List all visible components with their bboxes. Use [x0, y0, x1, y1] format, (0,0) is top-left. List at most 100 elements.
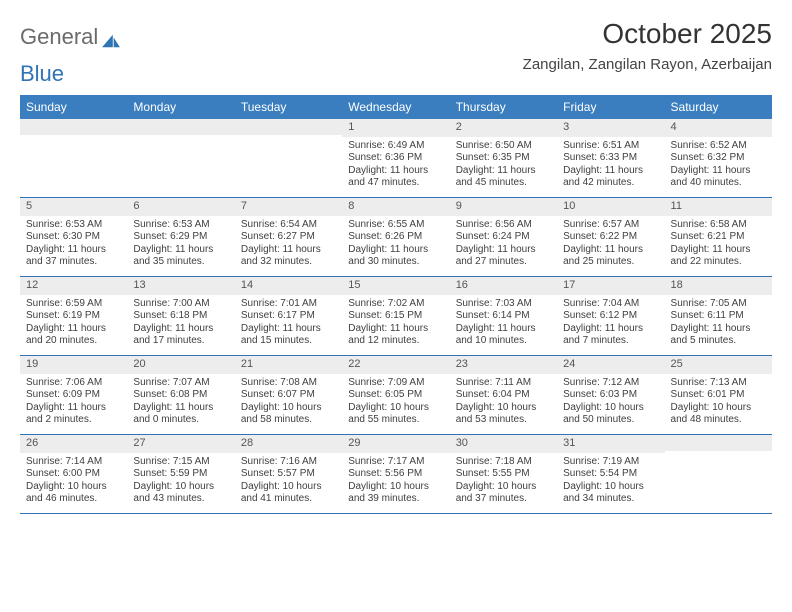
daylight-text: Daylight: 11 hours and 22 minutes.	[671, 244, 766, 269]
sunset-text: Sunset: 6:29 PM	[133, 231, 228, 244]
sunrise-text: Sunrise: 6:58 AM	[671, 219, 766, 232]
calendar-grid: SundayMondayTuesdayWednesdayThursdayFrid…	[20, 95, 772, 514]
week-row: 1Sunrise: 6:49 AMSunset: 6:36 PMDaylight…	[20, 119, 772, 198]
day-number: 27	[127, 435, 234, 453]
day-cell: 18Sunrise: 7:05 AMSunset: 6:11 PMDayligh…	[665, 277, 772, 355]
day-number: 24	[557, 356, 664, 374]
day-number: 7	[235, 198, 342, 216]
day-number: 14	[235, 277, 342, 295]
sunrise-text: Sunrise: 6:53 AM	[26, 219, 121, 232]
sunrise-text: Sunrise: 6:53 AM	[133, 219, 228, 232]
day-number: 6	[127, 198, 234, 216]
daylight-text: Daylight: 11 hours and 17 minutes.	[133, 323, 228, 348]
day-cell	[20, 119, 127, 197]
day-cell: 11Sunrise: 6:58 AMSunset: 6:21 PMDayligh…	[665, 198, 772, 276]
week-row: 26Sunrise: 7:14 AMSunset: 6:00 PMDayligh…	[20, 435, 772, 514]
sunrise-text: Sunrise: 7:18 AM	[456, 456, 551, 469]
day-body: Sunrise: 7:04 AMSunset: 6:12 PMDaylight:…	[557, 295, 664, 352]
sunrise-text: Sunrise: 7:04 AM	[563, 298, 658, 311]
day-cell: 7Sunrise: 6:54 AMSunset: 6:27 PMDaylight…	[235, 198, 342, 276]
sunset-text: Sunset: 6:12 PM	[563, 310, 658, 323]
sunset-text: Sunset: 6:21 PM	[671, 231, 766, 244]
day-body: Sunrise: 7:03 AMSunset: 6:14 PMDaylight:…	[450, 295, 557, 352]
sunrise-text: Sunrise: 6:54 AM	[241, 219, 336, 232]
day-number: 8	[342, 198, 449, 216]
day-cell: 24Sunrise: 7:12 AMSunset: 6:03 PMDayligh…	[557, 356, 664, 434]
sunset-text: Sunset: 6:04 PM	[456, 389, 551, 402]
day-number: 4	[665, 119, 772, 137]
brand-part2: Blue	[20, 61, 64, 87]
day-body: Sunrise: 6:49 AMSunset: 6:36 PMDaylight:…	[342, 137, 449, 194]
day-number: 19	[20, 356, 127, 374]
sunrise-text: Sunrise: 6:50 AM	[456, 140, 551, 153]
sunrise-text: Sunrise: 6:56 AM	[456, 219, 551, 232]
day-body: Sunrise: 6:53 AMSunset: 6:30 PMDaylight:…	[20, 216, 127, 273]
day-cell: 4Sunrise: 6:52 AMSunset: 6:32 PMDaylight…	[665, 119, 772, 197]
sunset-text: Sunset: 5:57 PM	[241, 468, 336, 481]
sunrise-text: Sunrise: 6:49 AM	[348, 140, 443, 153]
weekday-header: Tuesday	[235, 95, 342, 119]
weekday-header: Wednesday	[342, 95, 449, 119]
sunrise-text: Sunrise: 6:52 AM	[671, 140, 766, 153]
day-number: 30	[450, 435, 557, 453]
daylight-text: Daylight: 10 hours and 48 minutes.	[671, 402, 766, 427]
daylight-text: Daylight: 11 hours and 2 minutes.	[26, 402, 121, 427]
day-cell: 30Sunrise: 7:18 AMSunset: 5:55 PMDayligh…	[450, 435, 557, 513]
daylight-text: Daylight: 11 hours and 12 minutes.	[348, 323, 443, 348]
sunset-text: Sunset: 6:08 PM	[133, 389, 228, 402]
daylight-text: Daylight: 11 hours and 7 minutes.	[563, 323, 658, 348]
day-cell: 20Sunrise: 7:07 AMSunset: 6:08 PMDayligh…	[127, 356, 234, 434]
day-number	[235, 119, 342, 135]
weekday-header: Friday	[557, 95, 664, 119]
day-body	[127, 135, 234, 142]
sunset-text: Sunset: 6:00 PM	[26, 468, 121, 481]
day-body: Sunrise: 6:51 AMSunset: 6:33 PMDaylight:…	[557, 137, 664, 194]
day-cell: 29Sunrise: 7:17 AMSunset: 5:56 PMDayligh…	[342, 435, 449, 513]
daylight-text: Daylight: 11 hours and 15 minutes.	[241, 323, 336, 348]
daylight-text: Daylight: 10 hours and 37 minutes.	[456, 481, 551, 506]
sunrise-text: Sunrise: 6:51 AM	[563, 140, 658, 153]
day-cell: 3Sunrise: 6:51 AMSunset: 6:33 PMDaylight…	[557, 119, 664, 197]
sunrise-text: Sunrise: 7:09 AM	[348, 377, 443, 390]
sunrise-text: Sunrise: 7:08 AM	[241, 377, 336, 390]
daylight-text: Daylight: 11 hours and 5 minutes.	[671, 323, 766, 348]
sunset-text: Sunset: 6:09 PM	[26, 389, 121, 402]
day-body: Sunrise: 6:56 AMSunset: 6:24 PMDaylight:…	[450, 216, 557, 273]
sunset-text: Sunset: 6:18 PM	[133, 310, 228, 323]
sunrise-text: Sunrise: 7:11 AM	[456, 377, 551, 390]
day-cell: 16Sunrise: 7:03 AMSunset: 6:14 PMDayligh…	[450, 277, 557, 355]
day-cell: 6Sunrise: 6:53 AMSunset: 6:29 PMDaylight…	[127, 198, 234, 276]
sunset-text: Sunset: 6:22 PM	[563, 231, 658, 244]
daylight-text: Daylight: 11 hours and 47 minutes.	[348, 165, 443, 190]
sunrise-text: Sunrise: 7:01 AM	[241, 298, 336, 311]
day-number	[665, 435, 772, 451]
day-body: Sunrise: 7:13 AMSunset: 6:01 PMDaylight:…	[665, 374, 772, 431]
day-cell	[235, 119, 342, 197]
day-number	[20, 119, 127, 135]
day-number: 26	[20, 435, 127, 453]
daylight-text: Daylight: 11 hours and 25 minutes.	[563, 244, 658, 269]
day-cell: 14Sunrise: 7:01 AMSunset: 6:17 PMDayligh…	[235, 277, 342, 355]
day-body: Sunrise: 7:15 AMSunset: 5:59 PMDaylight:…	[127, 453, 234, 510]
weekday-header: Saturday	[665, 95, 772, 119]
sunrise-text: Sunrise: 7:02 AM	[348, 298, 443, 311]
sunrise-text: Sunrise: 7:15 AM	[133, 456, 228, 469]
sunset-text: Sunset: 5:54 PM	[563, 468, 658, 481]
day-number: 13	[127, 277, 234, 295]
daylight-text: Daylight: 10 hours and 34 minutes.	[563, 481, 658, 506]
daylight-text: Daylight: 10 hours and 55 minutes.	[348, 402, 443, 427]
daylight-text: Daylight: 11 hours and 30 minutes.	[348, 244, 443, 269]
brand-part1: General	[20, 24, 98, 50]
sunset-text: Sunset: 6:05 PM	[348, 389, 443, 402]
sunset-text: Sunset: 6:35 PM	[456, 152, 551, 165]
day-cell: 15Sunrise: 7:02 AMSunset: 6:15 PMDayligh…	[342, 277, 449, 355]
sunset-text: Sunset: 6:01 PM	[671, 389, 766, 402]
day-number: 16	[450, 277, 557, 295]
day-number: 18	[665, 277, 772, 295]
daylight-text: Daylight: 11 hours and 0 minutes.	[133, 402, 228, 427]
daylight-text: Daylight: 11 hours and 20 minutes.	[26, 323, 121, 348]
daylight-text: Daylight: 11 hours and 40 minutes.	[671, 165, 766, 190]
day-body: Sunrise: 7:14 AMSunset: 6:00 PMDaylight:…	[20, 453, 127, 510]
sunset-text: Sunset: 6:19 PM	[26, 310, 121, 323]
location-subtitle: Zangilan, Zangilan Rayon, Azerbaijan	[523, 56, 772, 73]
